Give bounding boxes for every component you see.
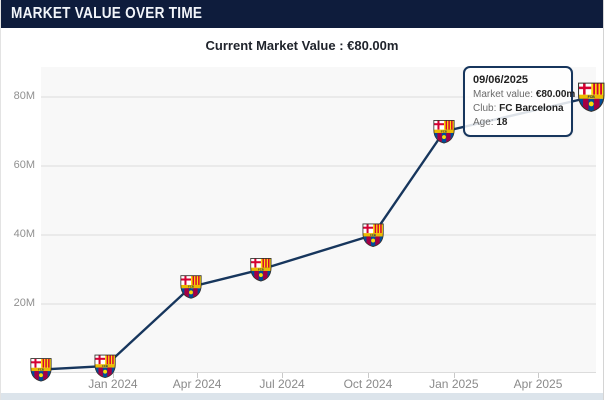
x-axis-tick-mark — [367, 373, 369, 378]
tooltip-value: FC Barcelona — [499, 103, 564, 114]
current-market-value-text: Current Market Value : €80.00m — [205, 38, 399, 53]
widget-header: MARKET VALUE OVER TIME — [1, 0, 603, 28]
data-point-fc-barcelona-crest-icon[interactable] — [577, 82, 605, 112]
data-point-fc-barcelona-crest-icon[interactable] — [362, 223, 384, 247]
y-axis-tick-label: 80M — [13, 90, 35, 102]
tooltip-label: Age: — [473, 117, 497, 128]
x-axis-tick-label: Jan 2024 — [88, 377, 138, 391]
x-axis-tick-mark — [538, 373, 540, 378]
market-value-line-chart[interactable]: FCB — [41, 67, 596, 373]
x-axis-tick-label: Jan 2025 — [429, 377, 479, 391]
tooltip-label: Market value: — [473, 89, 536, 100]
market-value-line — [40, 95, 592, 371]
data-point-fc-barcelona-crest-icon[interactable] — [433, 120, 455, 144]
tooltip-date: 09/06/2025 — [473, 74, 529, 86]
x-axis-tick-mark — [453, 373, 455, 378]
y-axis-tick-label: 20M — [13, 297, 35, 309]
widget-title: MARKET VALUE OVER TIME — [11, 5, 203, 22]
tooltip-value: €80.00m — [535, 89, 576, 100]
chart-tooltip: 09/06/2025 Market value: €80.00m Club: F… — [463, 66, 575, 137]
x-axis-tick-mark — [197, 373, 199, 378]
x-axis-tick-mark — [112, 373, 114, 378]
tooltip-age-row: Age: 18 — [473, 116, 565, 130]
y-axis-tick-label: 40M — [13, 228, 35, 240]
tooltip-club-row: Club: FC Barcelona — [473, 102, 565, 116]
data-point-fc-barcelona-crest-icon[interactable] — [250, 258, 272, 282]
x-axis-tick-label: Oct 2024 — [343, 377, 393, 391]
x-axis-tick-label: Apr 2024 — [172, 377, 222, 391]
x-axis-tick-label: Apr 2025 — [513, 377, 563, 391]
x-axis-tick-label: Jul 2024 — [259, 377, 305, 391]
tooltip-value: 18 — [496, 117, 508, 128]
tooltip-market-value-row: Market value: €80.00m — [473, 88, 575, 102]
data-point-fc-barcelona-crest-icon[interactable] — [30, 358, 52, 382]
y-axis-tick-label: 60M — [13, 159, 35, 171]
bottom-strip — [1, 393, 603, 400]
tooltip-label: Club: — [473, 103, 500, 114]
x-axis-tick-mark — [282, 373, 284, 378]
